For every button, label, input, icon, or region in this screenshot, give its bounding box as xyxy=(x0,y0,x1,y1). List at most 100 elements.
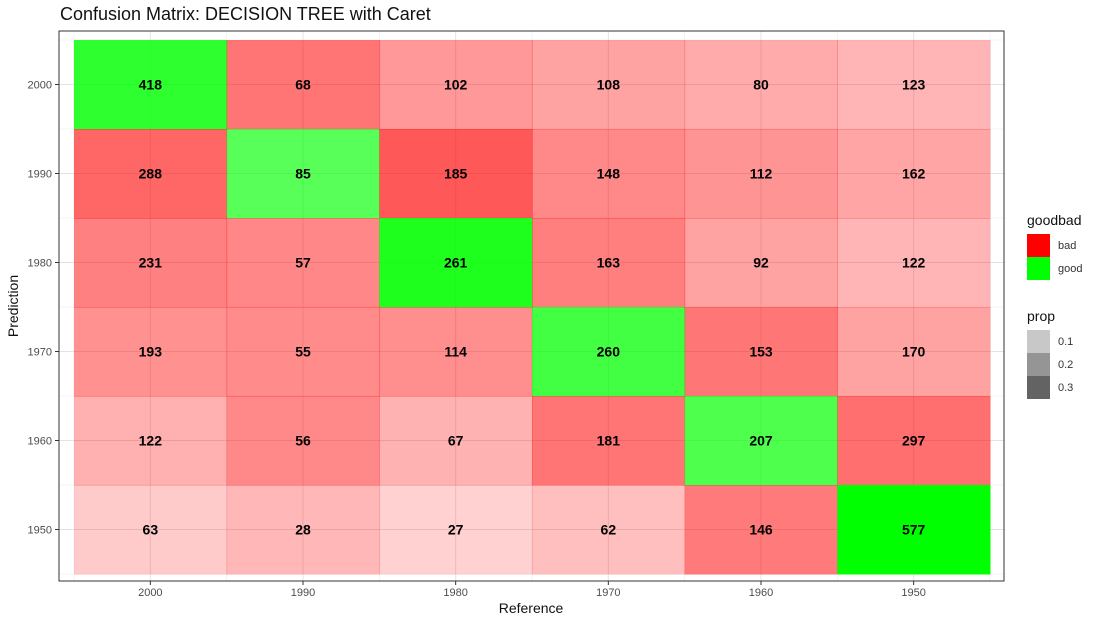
cell-label: 55 xyxy=(295,344,311,360)
x-tick-label: 1950 xyxy=(901,587,925,599)
cell-label: 108 xyxy=(597,77,621,93)
cell-label: 193 xyxy=(139,344,163,360)
cell-label: 163 xyxy=(597,255,621,271)
cell-label: 122 xyxy=(902,255,926,271)
heatmap-cell xyxy=(74,129,228,219)
heatmap-cell xyxy=(837,40,991,130)
legend-key-bad xyxy=(1027,234,1050,257)
legend-entry-good: good xyxy=(1027,257,1082,280)
heatmap-cell xyxy=(684,396,838,486)
legend-label-prop-3: 0.3 xyxy=(1058,381,1074,394)
heatmap-cell xyxy=(837,396,991,486)
heatmap-cell xyxy=(226,218,380,308)
heatmap-cell xyxy=(379,218,533,308)
cell-label: 260 xyxy=(597,344,621,360)
heatmap-cell xyxy=(532,218,686,308)
heatmap-cell xyxy=(379,307,533,397)
cell-label: 146 xyxy=(749,522,773,538)
y-tick-label: 1960 xyxy=(28,436,52,448)
heatmap-cell xyxy=(226,40,380,130)
x-tick-label: 1960 xyxy=(749,587,773,599)
cell-label: 288 xyxy=(139,166,163,182)
heatmap-cell xyxy=(226,485,380,575)
heatmap-cell xyxy=(532,485,686,575)
cell-label: 122 xyxy=(139,433,163,449)
heatmap-cell xyxy=(74,40,228,130)
cell-label: 185 xyxy=(444,166,468,182)
legend-label-prop-2: 0.2 xyxy=(1058,358,1074,371)
legend-entry-prop-2: 0.2 xyxy=(1027,353,1073,376)
legend-label-good: good xyxy=(1058,262,1083,275)
chart-title: Confusion Matrix: DECISION TREE with Car… xyxy=(60,4,431,24)
y-tick-label: 1980 xyxy=(28,258,52,270)
heatmap-cell xyxy=(684,218,838,308)
cell-label: 162 xyxy=(902,166,926,182)
x-tick-label: 1970 xyxy=(596,587,620,599)
cell-label: 57 xyxy=(295,255,311,271)
x-axis-title: Reference xyxy=(499,600,564,616)
cell-label: 148 xyxy=(597,166,621,182)
cell-label: 418 xyxy=(139,77,163,93)
cell-label: 63 xyxy=(143,522,159,538)
legend-label-bad: bad xyxy=(1058,239,1077,252)
cell-labels: 418 68 102 108 80 123 288 85 185 148 112 162 231 57 26… xyxy=(139,77,926,538)
cell-label: 27 xyxy=(448,522,464,538)
heatmap-cell xyxy=(532,396,686,486)
heatmap-cell xyxy=(684,485,838,575)
heatmap-cell xyxy=(379,40,533,130)
cell-label: 207 xyxy=(749,433,773,449)
cell-label: 92 xyxy=(753,255,769,271)
plot-border xyxy=(58,30,1005,582)
heatmap-cell xyxy=(837,218,991,308)
cell-label: 80 xyxy=(753,77,769,93)
x-tick-label: 1990 xyxy=(291,587,315,599)
legend-label-prop-1: 0.1 xyxy=(1058,335,1074,348)
x-tick-label: 2000 xyxy=(138,587,162,599)
cell-label: 297 xyxy=(902,433,926,449)
heatmap-cell xyxy=(379,485,533,575)
prop-legend-title: prop xyxy=(1027,308,1056,324)
cell-label: 153 xyxy=(749,344,773,360)
heatmap-cell xyxy=(74,307,228,397)
y-tick-label: 2000 xyxy=(28,80,52,92)
heatmap-cell xyxy=(74,485,228,575)
goodbad-legend: goodbad bad good xyxy=(1027,212,1082,280)
heatmap-cell xyxy=(379,396,533,486)
cell-label: 28 xyxy=(295,522,311,538)
heatmap-cell xyxy=(532,307,686,397)
legend-key-prop-1 xyxy=(1027,330,1050,353)
heatmap-cells xyxy=(74,40,991,575)
cell-label: 102 xyxy=(444,77,468,93)
goodbad-legend-title: goodbad xyxy=(1027,212,1082,228)
cell-label: 231 xyxy=(139,255,163,271)
cell-label: 67 xyxy=(448,433,464,449)
x-tick-label: 1980 xyxy=(443,587,467,599)
y-tick-label: 1950 xyxy=(28,525,52,537)
heatmap-cell xyxy=(837,307,991,397)
cell-label: 123 xyxy=(902,77,926,93)
heatmap-cell xyxy=(837,485,991,575)
heatmap-cell xyxy=(226,307,380,397)
cell-label: 577 xyxy=(902,522,926,538)
legend-key-prop-2 xyxy=(1027,353,1050,376)
cell-label: 170 xyxy=(902,344,926,360)
cell-label: 112 xyxy=(750,166,773,182)
y-axis-ticks: 2000 1990 1980 1970 1960 1950 xyxy=(28,80,59,537)
cell-label: 62 xyxy=(601,522,617,538)
heatmap-cell xyxy=(74,218,228,308)
heatmap-cell xyxy=(684,129,838,219)
heatmap-cell xyxy=(226,396,380,486)
heatmap-cell xyxy=(684,40,838,130)
cell-label: 114 xyxy=(444,344,467,360)
prop-legend: prop 0.1 0.2 0.3 xyxy=(1027,308,1073,399)
legend-key-prop-3 xyxy=(1027,376,1050,399)
heatmap-cell xyxy=(532,40,686,130)
legend-key-good xyxy=(1027,257,1050,280)
legend-entry-prop-1: 0.1 xyxy=(1027,330,1073,353)
x-axis-ticks: 2000 1990 1980 1970 1960 1950 xyxy=(138,581,926,599)
cell-label: 181 xyxy=(597,433,621,449)
cell-label: 261 xyxy=(444,255,468,271)
cell-label: 68 xyxy=(295,77,311,93)
heatmap-cell xyxy=(532,129,686,219)
